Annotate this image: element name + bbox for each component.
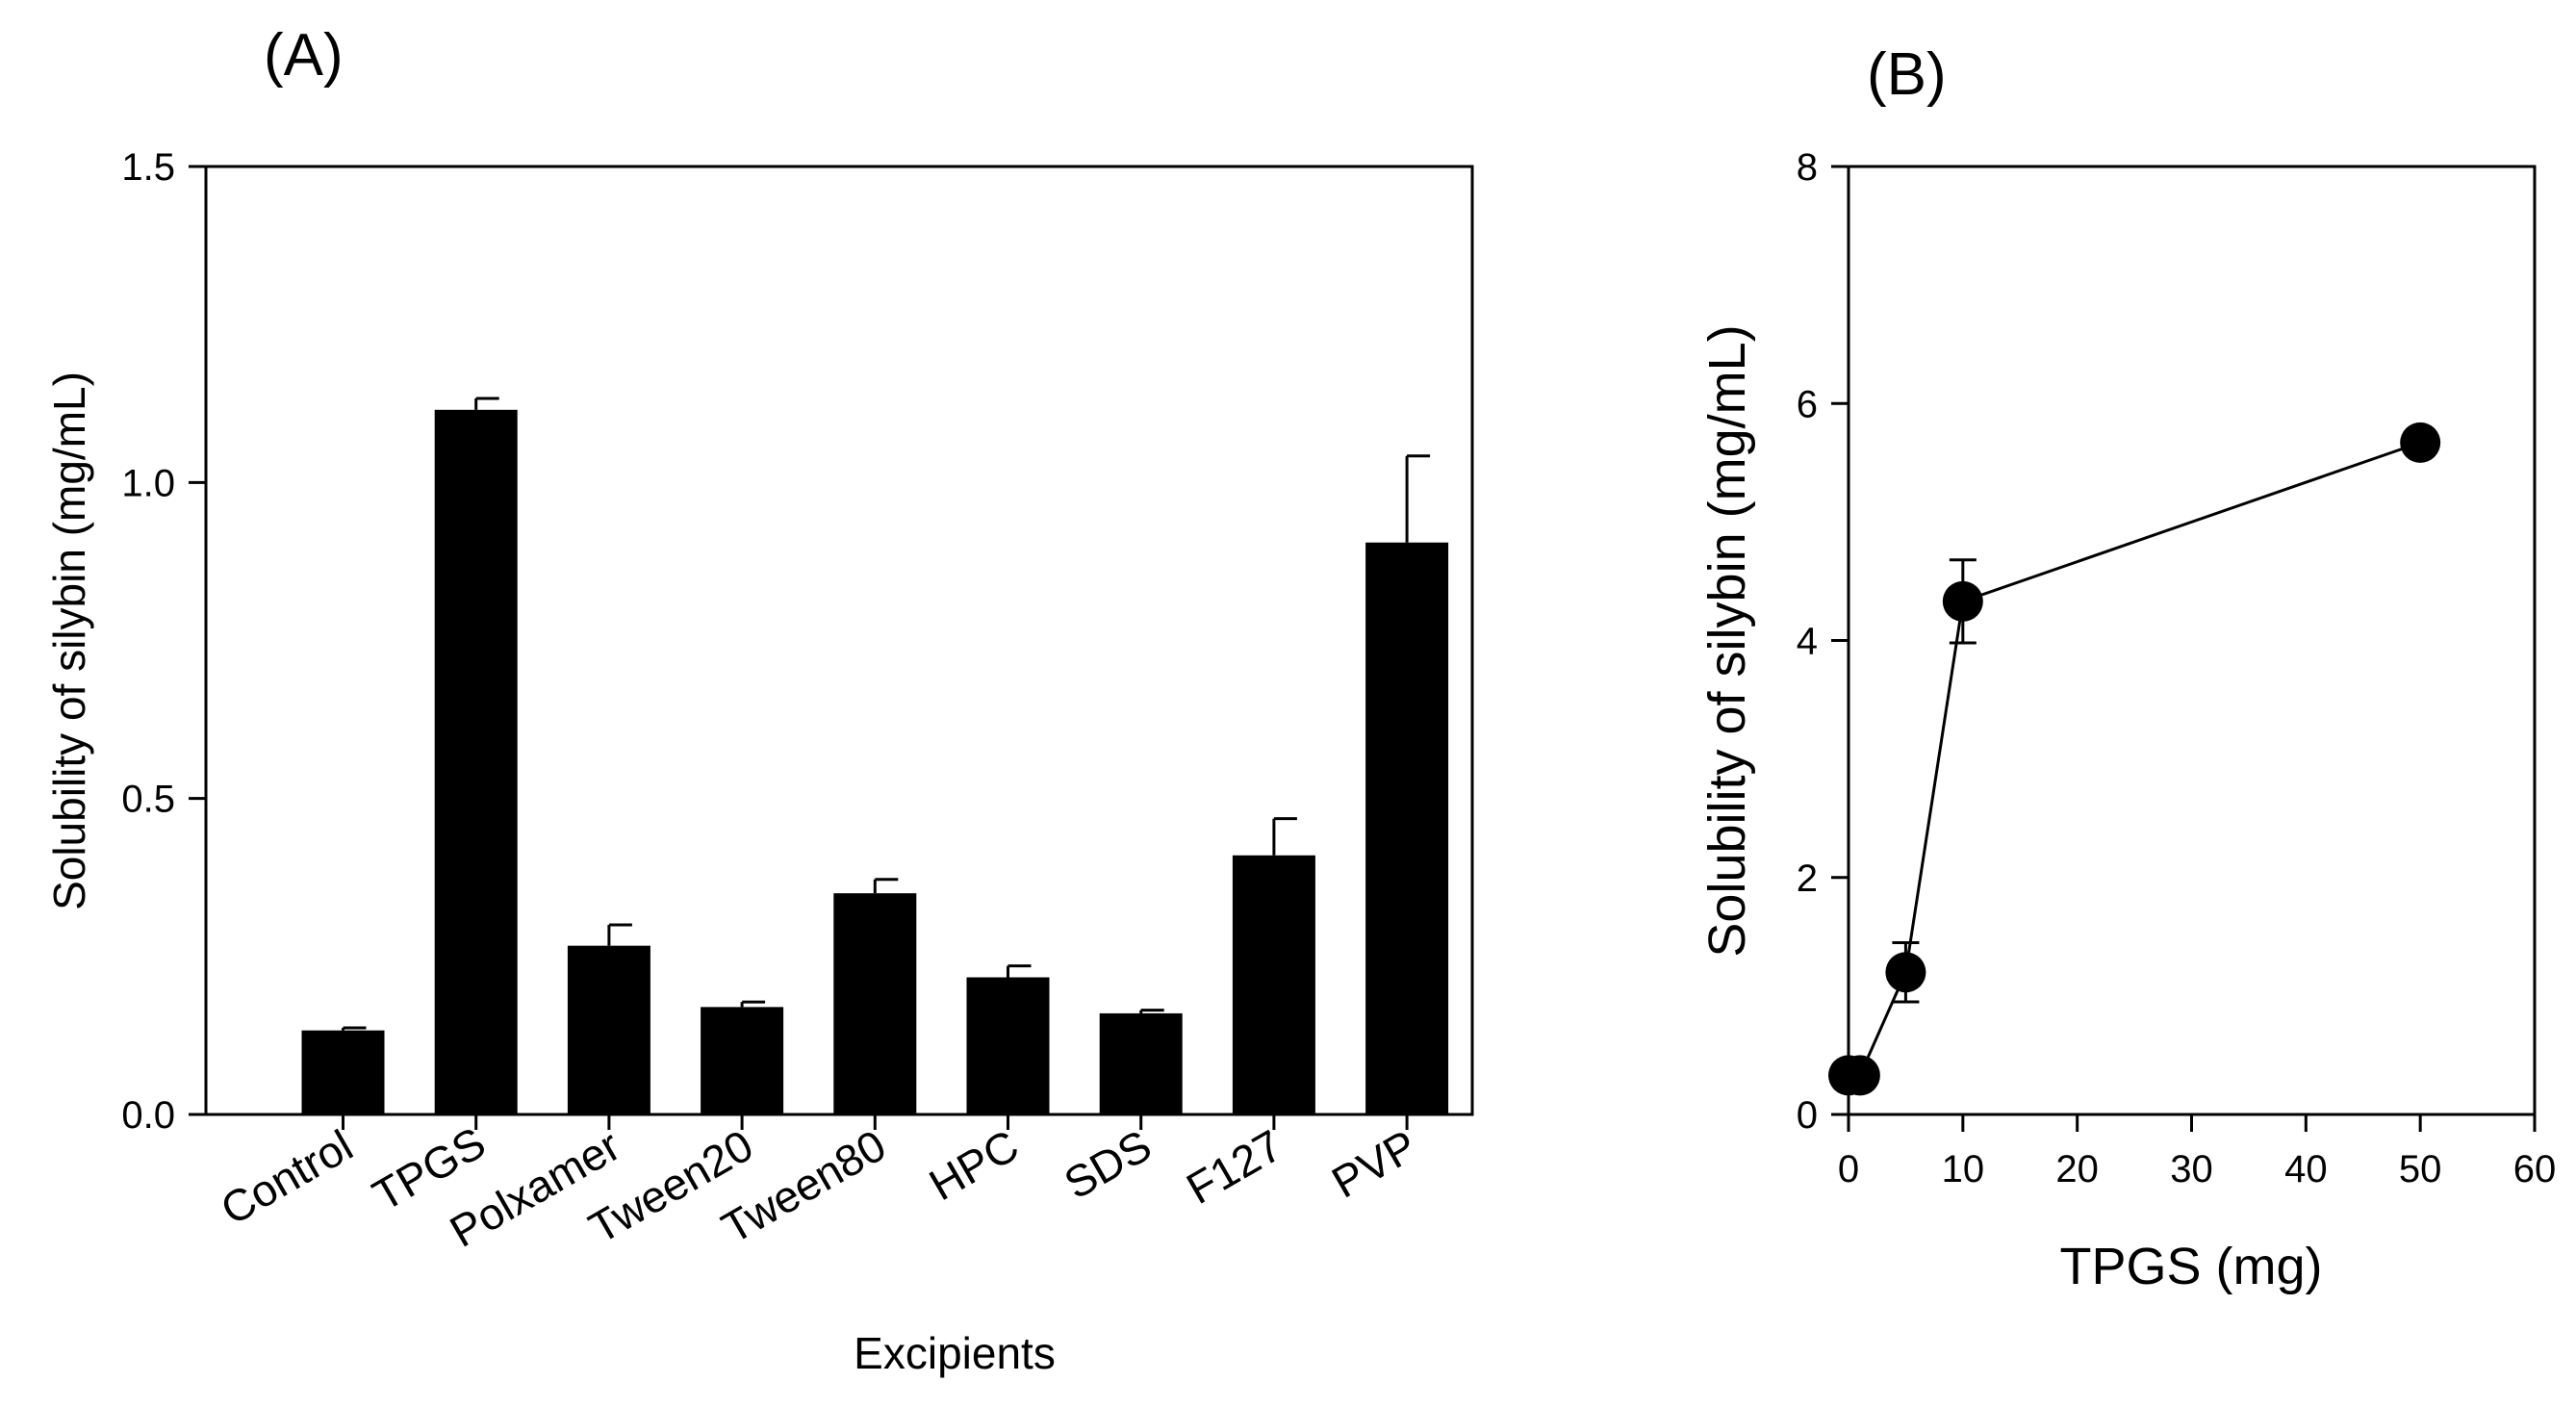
panel-label-a: (A) [264,22,344,89]
x-tick-label: 60 [2513,1148,2557,1190]
series-line [1849,441,2421,1077]
x-tick-label: 30 [2170,1148,2213,1190]
x-axis-title-b: TPGS (mg) [2059,1238,2322,1295]
bar [567,945,650,1114]
y-tick-label: 8 [1797,146,1818,189]
y-tick-label: 0.0 [121,1094,175,1137]
plot-frame-b [1847,165,2537,1116]
panel-label-b: (B) [1867,41,1947,108]
bar [966,977,1050,1114]
x-tick-label: 20 [2055,1148,2099,1190]
y-tick-label: 1.0 [121,462,175,504]
data-point [1942,580,1983,622]
y-axis-title-a: Solubility of silybin (mg/mL) [44,371,94,910]
y-axis-title-b: Solubility of silybin (mg/mL) [1698,324,1756,957]
category-label: Control [213,1120,361,1235]
y-tick-label: 4 [1797,621,1818,663]
x-axis-title-a: Excipients [854,1328,1056,1378]
y-tick-label: 0 [1797,1094,1818,1137]
bar [1099,1012,1183,1114]
y-tick-label: 0.5 [121,779,175,821]
bar [301,1030,385,1114]
category-label: PVP [1323,1120,1425,1208]
y-tick-label: 2 [1797,858,1818,900]
bar [1365,542,1449,1114]
x-tick-label: 50 [2399,1148,2442,1190]
category-label: SDS [1056,1120,1160,1209]
category-label: HPC [921,1120,1027,1211]
y-tick-label: 1.5 [121,146,175,189]
panel-b: (B) 0 2 4 6 8 0 10 20 30 40 50 60 TPGS (mg) Solubility… [1698,41,2556,1295]
category-label: F127 [1178,1120,1290,1214]
data-point [2400,422,2441,463]
bar [434,409,518,1115]
bar [701,1007,784,1114]
x-tick-label: 40 [2284,1148,2328,1190]
data-point [1885,952,1926,993]
y-tick-label: 6 [1797,383,1818,425]
bar [1232,855,1315,1114]
x-tick-label: 10 [1942,1148,1985,1190]
data-point [1839,1055,1880,1096]
x-tick-label: 0 [1838,1148,1859,1190]
bar [833,893,917,1114]
